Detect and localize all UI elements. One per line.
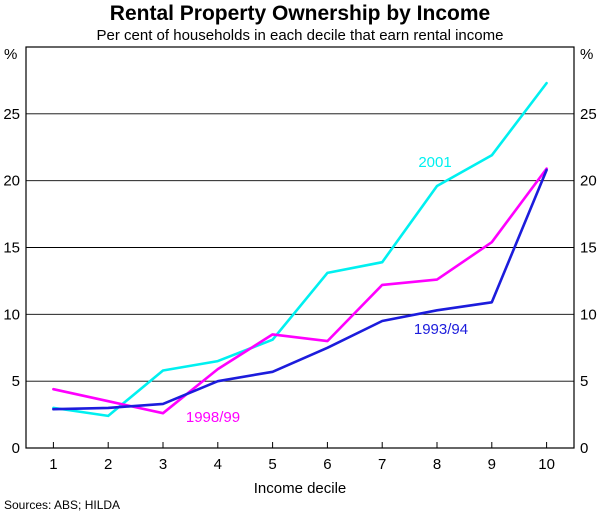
x-tick-label-2: 2 <box>104 456 112 473</box>
y-tick-label-left-20: 20 <box>3 173 20 190</box>
y-tick-label-left-25: 25 <box>3 106 20 123</box>
x-axis-title: Income decile <box>254 480 347 497</box>
source-note: Sources: ABS; HILDA <box>4 498 120 512</box>
series-label-2001: 2001 <box>418 154 451 171</box>
x-tick-label-6: 6 <box>323 456 331 473</box>
x-tick-label-1: 1 <box>49 456 57 473</box>
y-tick-label-right-20: 20 <box>580 173 597 190</box>
y-tick-label-right-15: 15 <box>580 240 597 257</box>
series-line-1998-99 <box>52 167 548 415</box>
chart-subtitle: Per cent of households in each decile th… <box>97 27 504 44</box>
y-tick-label-left-10: 10 <box>3 306 20 323</box>
series-layer <box>52 81 548 418</box>
x-tick-label-9: 9 <box>488 456 496 473</box>
y-tick-label-left-0: 0 <box>12 440 20 457</box>
x-tick-label-8: 8 <box>433 456 441 473</box>
label-layer: 0 0 5 5 10 10 15 15 20 20 25 25% % 1 2 3 4 5 6 7 8 9 10 1993/94… <box>3 46 596 473</box>
y-axis-unit-left: % <box>4 46 17 63</box>
y-tick-label-right-25: 25 <box>580 106 597 123</box>
y-tick-label-right-0: 0 <box>580 440 588 457</box>
series-label-1998-99: 1998/99 <box>186 409 240 426</box>
x-tick-label-4: 4 <box>214 456 222 473</box>
chart-title: Rental Property Ownership by Income <box>110 2 490 25</box>
grid-layer <box>26 113 574 382</box>
x-tick-label-7: 7 <box>378 456 386 473</box>
x-tick-label-3: 3 <box>159 456 167 473</box>
x-tick-label-5: 5 <box>268 456 276 473</box>
plot-frame <box>25 46 575 449</box>
y-tick-label-right-5: 5 <box>580 373 588 390</box>
y-tick-label-left-5: 5 <box>12 373 20 390</box>
y-tick-label-left-15: 15 <box>3 240 20 257</box>
x-tick-label-10: 10 <box>538 456 555 473</box>
series-line-1993-94 <box>52 168 548 411</box>
series-label-1993-94: 1993/94 <box>414 321 468 338</box>
y-tick-label-right-10: 10 <box>580 306 597 323</box>
series-line-2001 <box>52 81 548 418</box>
y-axis-unit-right: % <box>580 46 593 63</box>
